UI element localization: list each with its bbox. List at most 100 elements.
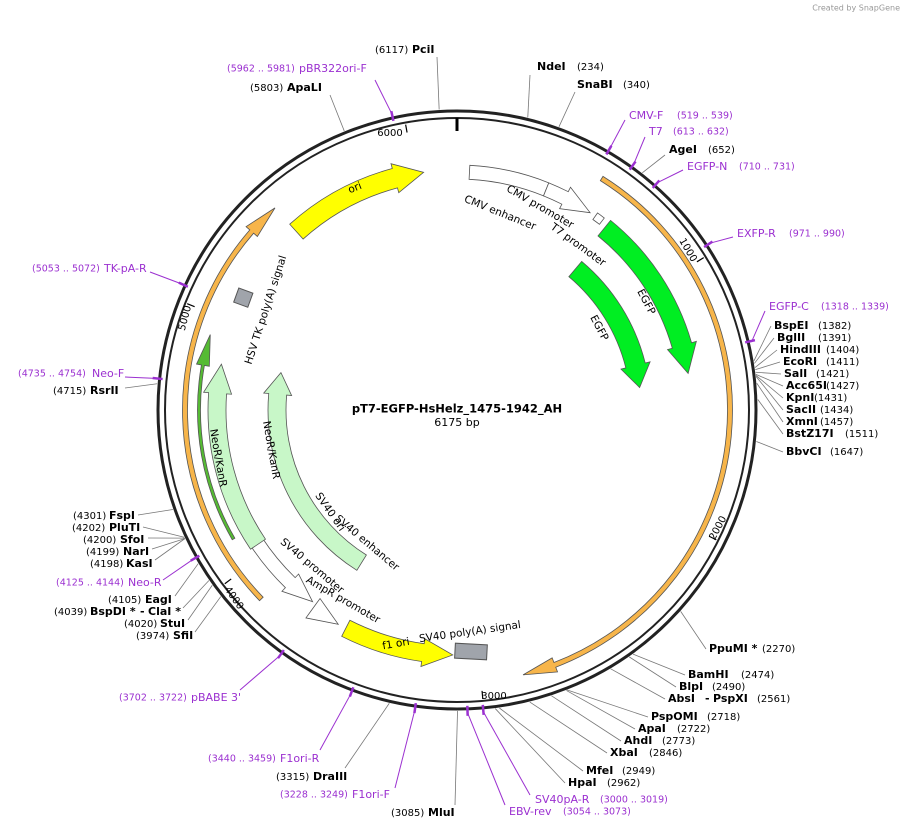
scale-tick — [224, 578, 232, 585]
enzyme-leader — [642, 154, 666, 174]
enzyme-position: (4039) — [54, 607, 87, 618]
scale-tick — [481, 690, 484, 699]
orange-arc — [522, 175, 733, 676]
enzyme-name: ApaI — [638, 722, 666, 735]
enzyme-position: (234) — [577, 62, 604, 73]
enzyme-leader — [494, 708, 566, 784]
enzyme-name: AgeI — [669, 143, 697, 156]
primer-range: (4735 .. 4754) — [18, 369, 86, 380]
scale-tick — [186, 303, 195, 308]
primer-range: (5053 .. 5072) — [32, 264, 100, 275]
enzyme-leader — [499, 707, 584, 772]
scale-tick — [696, 257, 705, 263]
scale-label: 6000 — [377, 128, 402, 139]
enzyme-name: NarI — [123, 545, 149, 558]
enzyme-position: (1411) — [826, 357, 859, 368]
enzyme-position: (4020) — [124, 619, 157, 630]
enzyme-position: (1434) — [820, 405, 853, 416]
primer-name: EBV-rev — [509, 805, 552, 818]
enzyme-name: KasI — [126, 557, 153, 570]
primer-range: (3000 .. 3019) — [600, 795, 668, 806]
enzyme-name: XbaI — [610, 746, 638, 759]
primer-name: TK-pA-R — [103, 262, 147, 275]
enzyme-position: (1404) — [826, 345, 859, 356]
neor-thin — [195, 334, 236, 541]
enzyme-leader — [754, 337, 775, 364]
enzyme-position: (2722) — [677, 724, 710, 735]
feature-label: SV40 poly(A) signal — [418, 619, 521, 645]
enzyme-name: HpaI — [568, 776, 597, 789]
primer-leader — [149, 271, 182, 285]
primer-leader — [467, 712, 506, 806]
enzyme-position: (4200) — [83, 535, 116, 546]
primer-range: (613 .. 632) — [673, 127, 729, 138]
primer-leader — [751, 310, 766, 342]
plasmid-length: 6175 bp — [434, 416, 479, 429]
enzyme-position: (3974) — [136, 631, 169, 642]
enzyme-position: (1511) — [845, 429, 878, 440]
scale-label: 5000 — [177, 304, 194, 331]
feature-label: ori — [346, 180, 363, 196]
enzyme-leader — [124, 383, 158, 389]
enzyme-name: StuI — [160, 617, 185, 630]
enzyme-name: RsrII — [90, 384, 119, 397]
primer-name: T7 — [648, 125, 663, 138]
enzyme-position: (2561) — [757, 694, 790, 705]
primer-name: CMV-F — [629, 109, 663, 122]
hsv-tk-box — [233, 287, 254, 308]
enzyme-position: (2846) — [649, 748, 682, 759]
enzyme-name: BstZ17I — [786, 427, 834, 440]
primer-leader — [709, 236, 734, 244]
enzyme-leader — [755, 371, 782, 375]
enzyme-name: NdeI — [537, 60, 566, 73]
ampr-promoter-arrow — [305, 597, 340, 625]
primer-name: pBR322ori-F — [299, 62, 367, 75]
enzyme-leader — [174, 563, 199, 597]
sv40-promoter-arrow — [249, 536, 314, 603]
enzyme-name: PspXI — [713, 692, 748, 705]
primer-leader — [374, 79, 393, 115]
enzyme-leader — [154, 538, 186, 561]
enzyme-separator: - — [140, 605, 145, 618]
primer-range: (1318 .. 1339) — [821, 302, 889, 313]
enzyme-name: PluTI — [109, 521, 140, 534]
enzyme-position: (2718) — [707, 712, 740, 723]
enzyme-position: (1391) — [818, 333, 851, 344]
enzyme-name: MfeI — [586, 764, 613, 777]
enzyme-leader — [529, 701, 608, 754]
enzyme-position: (4198) — [90, 559, 123, 570]
enzyme-leader — [527, 74, 531, 118]
primer-range: (3440 .. 3459) — [208, 754, 276, 765]
enzyme-position: (4105) — [108, 595, 141, 606]
enzyme-name: PpuMI * — [709, 642, 758, 655]
enzyme-position: (340) — [623, 80, 650, 91]
primer-range: (519 .. 539) — [677, 111, 733, 122]
egfp-arrow — [568, 260, 651, 389]
scale-label: 3000 — [481, 691, 506, 702]
primer-leader — [239, 655, 281, 691]
enzyme-name: MluI — [428, 806, 455, 819]
scale-tick — [405, 124, 408, 133]
enzyme-leader — [628, 656, 677, 688]
primer-name: pBABE 3' — [191, 691, 241, 704]
enzyme-leader — [151, 538, 185, 550]
enzyme-leader — [754, 349, 778, 368]
orange-arc — [182, 207, 276, 602]
enzyme-position: (1647) — [830, 447, 863, 458]
primer-name: EXFP-R — [737, 227, 776, 240]
enzyme-name: BamHI — [688, 668, 729, 681]
primer-range: (3228 .. 3249) — [280, 790, 348, 801]
enzyme-name: SfiI — [173, 629, 193, 642]
primer-range: (710 .. 731) — [739, 162, 795, 173]
enzyme-name: ClaI * — [148, 605, 181, 618]
enzyme-leader — [187, 584, 213, 621]
enzyme-position: (6117) — [375, 45, 408, 56]
enzyme-leader — [551, 695, 622, 742]
enzyme-leader — [610, 668, 666, 700]
primer-name: F1ori-R — [280, 752, 320, 765]
enzyme-leader — [194, 596, 222, 633]
enzyme-leader — [756, 383, 784, 423]
primer-name: Neo-F — [92, 367, 124, 380]
enzyme-name: BbvCI — [786, 445, 822, 458]
